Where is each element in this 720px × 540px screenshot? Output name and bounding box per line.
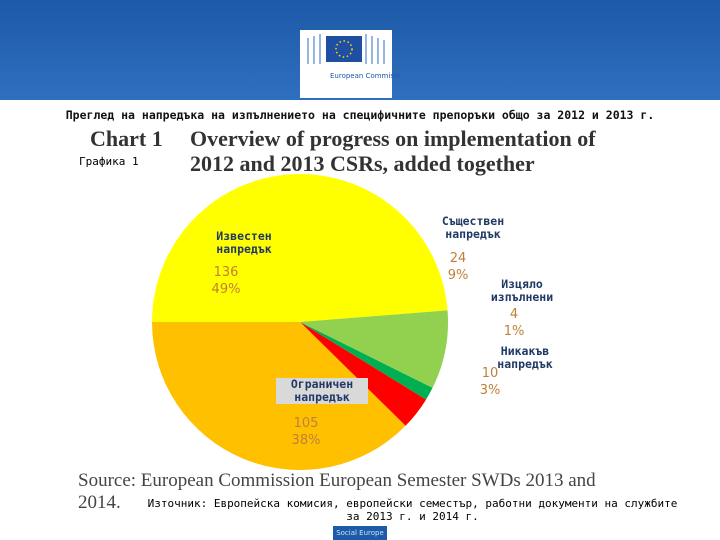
percent-label: 3% bbox=[479, 383, 501, 398]
pie-slice bbox=[300, 322, 427, 426]
percent-label: 1% bbox=[503, 324, 525, 339]
eu-stars bbox=[335, 40, 353, 58]
pie-slice bbox=[152, 173, 448, 322]
local-label: Графика 1 bbox=[76, 154, 142, 169]
category-label: Известен напредък bbox=[216, 229, 272, 256]
percent-label: 38% bbox=[291, 433, 321, 448]
percent-label: 49% bbox=[211, 282, 241, 297]
category-label: Съществен напредък bbox=[428, 215, 518, 241]
source: Source: European Commission European Sem… bbox=[78, 470, 596, 513]
pie-slice bbox=[300, 310, 448, 388]
category-label: Никакъв напредък bbox=[482, 345, 568, 371]
slide-title: Преглед на напредъка на изпълнението на … bbox=[65, 108, 655, 122]
chart-label: Chart 1 bbox=[90, 126, 163, 151]
category-label: Ограничен напредък bbox=[276, 378, 368, 404]
pie-slice bbox=[300, 322, 433, 400]
footer: Social Europe bbox=[333, 526, 387, 540]
chart-title: Overview of progress on implementation o… bbox=[190, 126, 596, 176]
value-label: 105 bbox=[293, 416, 319, 431]
value-label: 24 bbox=[449, 251, 467, 266]
logo-text: European Commission bbox=[330, 72, 400, 80]
logo: European Commission bbox=[300, 30, 400, 98]
source-local: Източник: Европейска комисия, европейски… bbox=[140, 497, 685, 523]
percent-label: 9% bbox=[447, 268, 469, 283]
value-label: 4 bbox=[509, 307, 519, 322]
category-label: Изцяло изпълнени bbox=[472, 278, 572, 304]
value-label: 136 bbox=[213, 265, 239, 280]
value-label: 10 bbox=[481, 366, 499, 381]
logo-building bbox=[307, 34, 385, 64]
